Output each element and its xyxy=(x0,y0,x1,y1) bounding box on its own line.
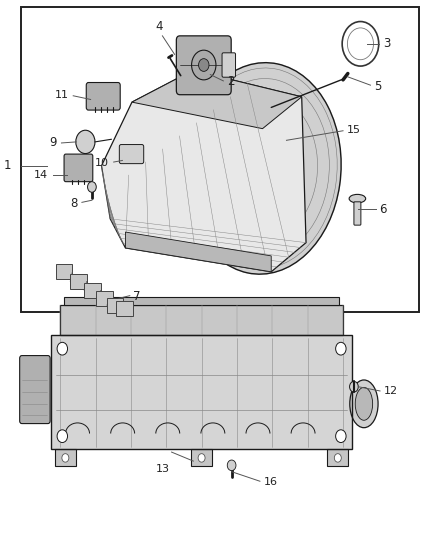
Text: 10: 10 xyxy=(95,158,110,168)
Text: 4: 4 xyxy=(155,20,163,33)
Text: 11: 11 xyxy=(55,90,69,100)
Polygon shape xyxy=(125,232,271,272)
Bar xyxy=(21,7,419,312)
Circle shape xyxy=(198,454,205,462)
Circle shape xyxy=(57,342,67,355)
FancyBboxPatch shape xyxy=(177,36,231,95)
Bar xyxy=(116,302,133,317)
Bar xyxy=(327,449,348,466)
Circle shape xyxy=(88,182,96,192)
Text: 5: 5 xyxy=(374,80,381,93)
Circle shape xyxy=(198,59,209,71)
Bar xyxy=(191,449,212,466)
Text: 2: 2 xyxy=(227,76,234,88)
FancyBboxPatch shape xyxy=(64,154,93,182)
Ellipse shape xyxy=(184,63,341,274)
Circle shape xyxy=(336,342,346,355)
Ellipse shape xyxy=(355,387,373,420)
Bar xyxy=(70,274,87,289)
Bar xyxy=(51,335,352,449)
Text: 13: 13 xyxy=(156,464,170,474)
Bar xyxy=(56,264,72,279)
Circle shape xyxy=(62,454,69,462)
Circle shape xyxy=(342,21,379,66)
Circle shape xyxy=(57,430,67,442)
Circle shape xyxy=(350,382,358,392)
Circle shape xyxy=(334,454,341,462)
Bar xyxy=(55,449,76,466)
Text: 7: 7 xyxy=(133,290,140,303)
FancyBboxPatch shape xyxy=(222,53,236,77)
Polygon shape xyxy=(132,70,302,128)
Bar xyxy=(107,298,123,313)
FancyBboxPatch shape xyxy=(119,144,144,164)
Text: 8: 8 xyxy=(70,197,78,210)
Text: 9: 9 xyxy=(49,136,57,149)
Text: 12: 12 xyxy=(384,386,398,396)
Text: 14: 14 xyxy=(34,171,48,180)
Circle shape xyxy=(191,50,216,80)
Circle shape xyxy=(227,460,236,471)
Ellipse shape xyxy=(349,195,366,203)
Text: 3: 3 xyxy=(383,37,390,50)
Bar xyxy=(96,291,113,306)
Text: 16: 16 xyxy=(263,477,277,487)
Text: 1: 1 xyxy=(4,159,12,172)
Text: 15: 15 xyxy=(346,125,360,135)
Bar xyxy=(84,283,101,298)
Ellipse shape xyxy=(350,380,378,427)
Bar xyxy=(51,335,352,449)
Bar xyxy=(64,297,339,305)
FancyBboxPatch shape xyxy=(354,202,361,225)
Bar xyxy=(60,305,343,335)
Polygon shape xyxy=(102,70,306,272)
Circle shape xyxy=(347,28,374,60)
Text: 6: 6 xyxy=(379,203,387,216)
FancyBboxPatch shape xyxy=(20,356,50,424)
Circle shape xyxy=(76,130,95,154)
FancyBboxPatch shape xyxy=(86,83,120,110)
Circle shape xyxy=(336,430,346,442)
